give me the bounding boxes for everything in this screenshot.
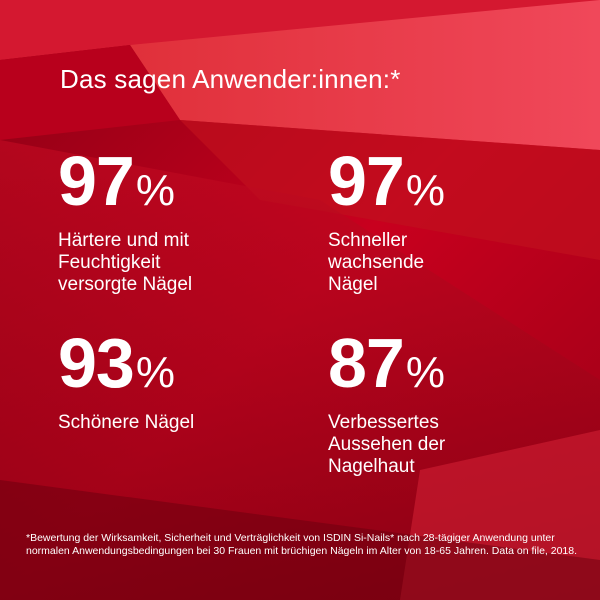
stat-unit: %	[405, 348, 445, 397]
stat-cuticle: 87% Verbessertes Aussehen der Nagelhaut	[328, 328, 445, 478]
stat-label: Schönere Nägel	[58, 412, 195, 433]
stat-label: Härtere und mit Feuchtigkeit versorgte N…	[58, 230, 193, 295]
stat-value: 97	[328, 142, 405, 220]
stat-beauty: 93% Schönere Nägel	[58, 328, 194, 434]
stat-value: 87	[328, 324, 405, 402]
stat-value: 93	[58, 324, 135, 402]
stat-label: Verbessertes Aussehen der Nagelhaut	[328, 412, 446, 477]
stat-unit: %	[135, 166, 175, 215]
stat-value: 97	[58, 142, 135, 220]
page-title: Das sagen Anwender:innen:*	[60, 64, 401, 94]
stat-hardness: 97% Härtere und mit Feuchtigkeit versorg…	[58, 146, 192, 296]
stat-label: Schneller wachsende Nägel	[328, 230, 425, 295]
footnote: *Bewertung der Wirksamkeit, Sicherheit u…	[26, 532, 578, 557]
stat-growth: 97% Schneller wachsende Nägel	[328, 146, 445, 296]
stat-unit: %	[405, 166, 445, 215]
stat-unit: %	[135, 348, 175, 397]
